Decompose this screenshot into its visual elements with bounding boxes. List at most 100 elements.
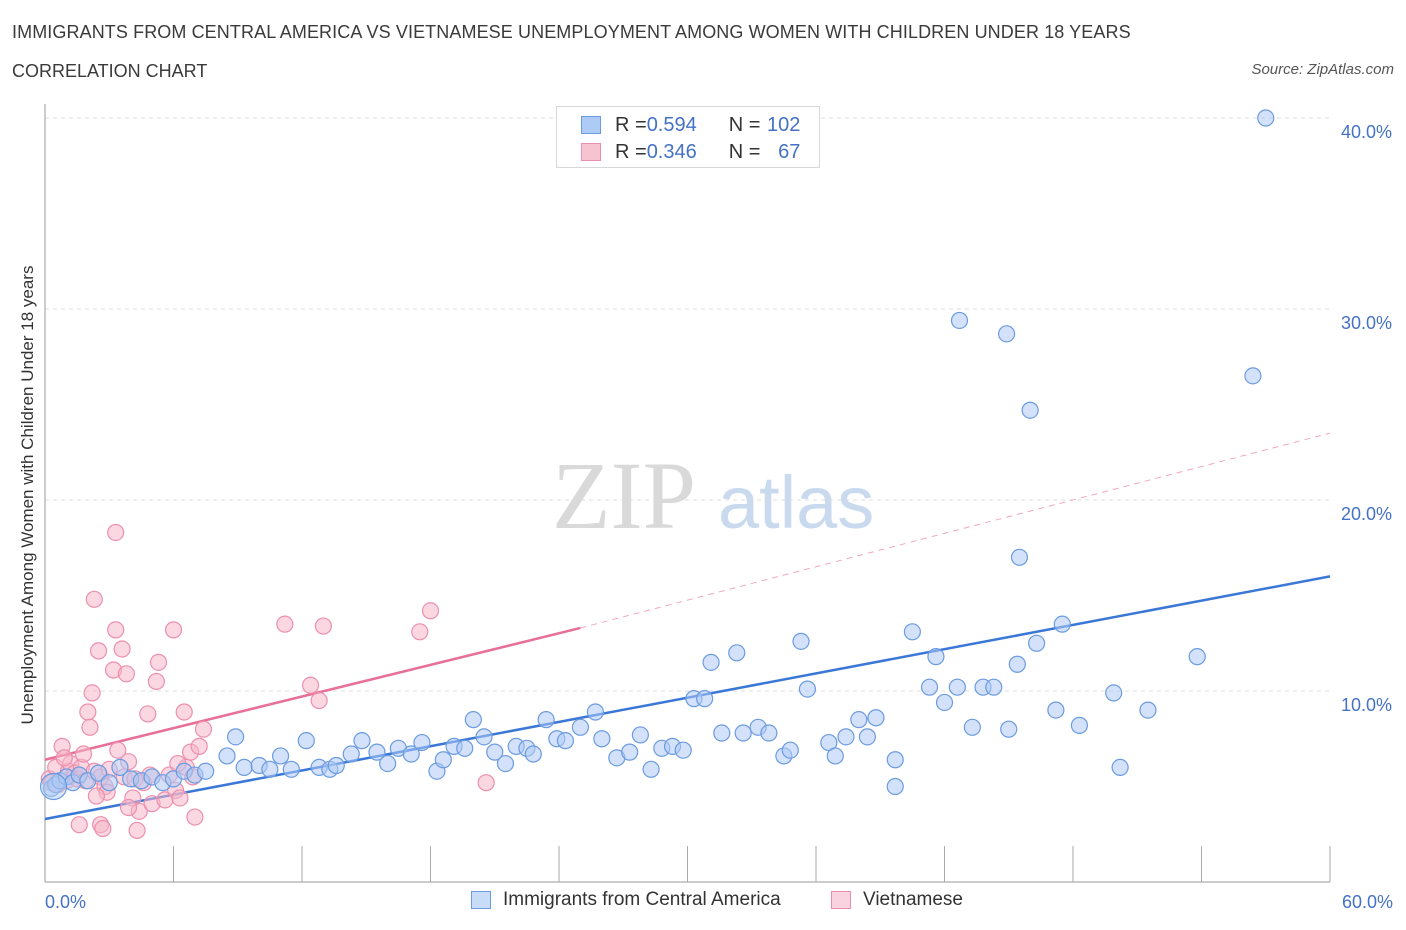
point-central-america — [593, 730, 611, 748]
point-vietnamese — [79, 703, 97, 721]
point-vietnamese — [314, 617, 333, 635]
point-central-america — [1008, 655, 1026, 673]
point-central-america — [556, 732, 575, 750]
point-vietnamese — [477, 774, 495, 792]
point-central-america — [586, 703, 605, 721]
point-central-america — [227, 728, 245, 746]
point-central-america — [1053, 615, 1071, 633]
legend-label-vietnamese: Vietnamese — [863, 889, 963, 910]
point-vietnamese — [194, 720, 213, 738]
point-central-america — [218, 747, 236, 765]
point-central-america — [39, 772, 68, 801]
y-tick-label: 40.0% — [1341, 122, 1392, 142]
point-central-america — [935, 693, 954, 712]
point-central-america — [261, 760, 279, 778]
y-tick-label: 20.0% — [1341, 504, 1392, 524]
point-central-america — [950, 311, 969, 330]
point-central-america — [674, 741, 692, 759]
point-vietnamese — [107, 523, 125, 542]
point-central-america — [1010, 548, 1029, 566]
point-central-america — [297, 732, 315, 750]
point-central-america — [1105, 684, 1123, 702]
point-central-america — [496, 754, 515, 773]
point-vietnamese — [171, 789, 189, 807]
watermark-atlas: atlas — [718, 461, 874, 544]
data-points — [39, 109, 1275, 840]
watermark-zip: ZIP — [552, 442, 696, 549]
legend-n-value: 102 — [767, 113, 801, 136]
point-vietnamese — [87, 787, 106, 805]
point-central-america — [1111, 758, 1129, 777]
source-label: Source: ZipAtlas.com — [1251, 61, 1394, 78]
point-central-america — [792, 632, 810, 650]
point-vietnamese — [411, 623, 429, 641]
point-vietnamese — [190, 737, 208, 755]
point-central-america — [456, 739, 474, 757]
legend-r-label: R = — [615, 140, 647, 163]
chart-subtitle: CORRELATION CHART — [12, 61, 208, 81]
series-legend: Immigrants from Central America Vietname… — [0, 889, 1406, 915]
point-vietnamese — [85, 590, 103, 608]
point-central-america — [696, 690, 714, 708]
point-central-america — [434, 751, 452, 769]
correlation-legend: R = 0.594 N = 102 R = 0.346 N = 67 — [556, 106, 820, 168]
point-central-america — [235, 758, 253, 777]
point-vietnamese — [301, 676, 320, 694]
point-vietnamese — [139, 705, 157, 723]
legend-swatch-pink — [831, 891, 851, 909]
point-central-america — [271, 747, 290, 765]
point-vietnamese — [107, 621, 125, 639]
point-central-america — [1070, 716, 1089, 734]
point-vietnamese — [421, 602, 440, 620]
y-tick-label: 10.0% — [1341, 695, 1392, 715]
point-central-america — [537, 711, 555, 729]
y-tick-label: 30.0% — [1341, 313, 1392, 333]
legend-n-value: 67 — [778, 140, 801, 163]
point-central-america — [111, 758, 129, 777]
point-vietnamese — [70, 816, 88, 834]
legend-item-vietnamese: Vietnamese — [831, 889, 963, 911]
point-central-america — [781, 741, 799, 759]
point-vietnamese — [276, 615, 294, 633]
point-central-america — [327, 756, 345, 775]
point-vietnamese — [128, 821, 146, 840]
point-central-america — [702, 653, 720, 671]
point-central-america — [867, 709, 885, 727]
legend-row-vietnamese: R = 0.346 N = 67 — [581, 140, 800, 164]
point-central-america — [920, 678, 939, 696]
point-central-america — [963, 718, 981, 736]
axes — [44, 104, 1331, 883]
point-vietnamese — [310, 691, 328, 710]
point-central-america — [1139, 701, 1157, 719]
point-central-america — [475, 728, 493, 746]
point-central-america — [948, 678, 966, 696]
point-central-america — [858, 728, 877, 746]
legend-n-label: N = — [728, 140, 761, 163]
point-vietnamese — [117, 665, 135, 683]
point-vietnamese — [89, 642, 108, 660]
point-central-america — [886, 751, 904, 769]
point-central-america — [1000, 720, 1018, 738]
point-central-america — [368, 743, 386, 761]
chart-title: IMMIGRANTS FROM CENTRAL AMERICA VS VIETN… — [12, 22, 1131, 42]
point-vietnamese — [74, 745, 93, 763]
point-vietnamese — [175, 703, 193, 721]
point-vietnamese — [147, 672, 165, 691]
point-vietnamese — [83, 684, 101, 702]
legend-row-central-america: R = 0.594 N = 102 — [581, 113, 800, 137]
legend-swatch-pink — [581, 143, 601, 161]
tick-labels: 10.0% 20.0% 30.0% 40.0% 0.0% 60.0% — [45, 122, 1393, 912]
trend-line-vietnamese-extended — [580, 432, 1331, 629]
point-central-america — [353, 732, 371, 750]
point-central-america — [464, 711, 482, 729]
point-central-america — [621, 743, 639, 761]
legend-r-value: 0.594 — [646, 113, 697, 136]
point-central-america — [1021, 401, 1039, 419]
point-central-america — [728, 644, 746, 662]
point-central-america — [1257, 109, 1275, 127]
point-vietnamese — [149, 653, 168, 671]
point-vietnamese — [109, 741, 127, 759]
trend-line-vietnamese — [44, 626, 581, 761]
point-vietnamese — [186, 808, 204, 826]
